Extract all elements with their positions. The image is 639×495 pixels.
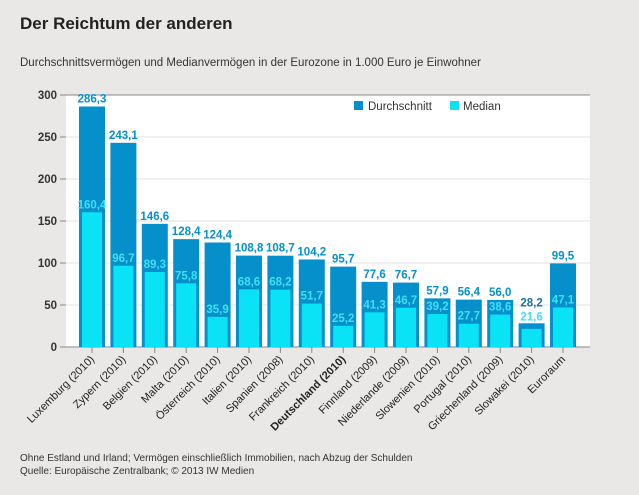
data-label-median: 68,2 [269,277,291,289]
bar-median [458,323,479,347]
data-label-median: 160,4 [78,199,107,211]
y-tick-label: 100 [38,258,57,270]
bar-median [270,289,291,347]
legend-swatch-median [450,101,459,110]
data-label-durchschnitt: 99,5 [552,250,575,262]
data-label-durchschnitt: 124,4 [203,230,232,242]
data-label-durchschnitt: 28,2 [520,297,542,309]
data-label-durchschnitt: 286,3 [78,94,107,106]
bar-median [176,283,197,347]
chart-title: Der Reichtum der anderen [20,14,233,33]
source: Quelle: Europäische Zentralbank; © 2013 … [20,466,255,477]
data-label-durchschnitt: 243,1 [109,130,138,142]
legend-label-median: Median [463,101,501,113]
bar-median [239,289,259,347]
bar-median [364,312,385,347]
bar-median [82,212,102,347]
data-label-median: 39,2 [426,301,448,313]
bar-median [144,271,165,347]
legend-swatch-durchschnitt [354,101,363,110]
data-label-durchschnitt: 108,7 [266,243,295,255]
data-label-median: 96,7 [112,253,134,265]
y-tick-label: 250 [38,132,57,144]
data-label-median: 47,1 [552,294,575,306]
bar-median [113,265,134,347]
y-tick-label: 0 [51,342,57,354]
data-label-median: 75,8 [175,270,198,282]
bar-median [553,307,573,347]
data-label-durchschnitt: 76,7 [395,270,417,282]
bar-median [207,316,228,347]
data-label-median: 68,6 [238,276,260,288]
y-tick-label: 50 [44,300,57,312]
data-label-median: 25,2 [332,313,354,325]
data-label-durchschnitt: 57,9 [426,285,448,297]
bar-median [490,314,511,347]
data-label-durchschnitt: 146,6 [140,211,169,223]
bar-median [521,328,542,347]
data-label-median: 27,7 [458,311,480,323]
data-label-median: 89,3 [144,259,166,271]
data-label-durchschnitt: 104,2 [297,246,326,258]
chart-subtitle: Durchschnittsvermögen und Medianvermögen… [20,57,481,69]
bar-median [427,314,448,347]
bar-median [301,303,322,347]
data-label-median: 21,6 [520,311,542,323]
data-label-median: 46,7 [395,295,417,307]
data-label-median: 35,9 [206,304,228,316]
bar-median [333,325,354,347]
footnote: Ohne Estland und Irland; Vermögen einsch… [20,453,413,464]
data-label-durchschnitt: 56,0 [489,287,511,299]
legend-label-durchschnitt: Durchschnitt [368,101,433,113]
y-tick-label: 150 [38,216,57,228]
data-label-durchschnitt: 128,4 [172,226,201,238]
bar-median [396,307,416,347]
data-label-durchschnitt: 77,6 [363,269,385,281]
data-label-median: 38,6 [489,302,511,314]
y-tick-label: 300 [38,90,57,102]
data-label-durchschnitt: 108,8 [235,243,264,255]
data-label-durchschnitt: 56,4 [458,287,481,299]
data-label-durchschnitt: 95,7 [332,254,354,266]
x-tick-label: Belgien (2010) [101,354,160,413]
y-tick-label: 200 [38,174,57,186]
data-label-median: 51,7 [301,291,323,303]
data-label-median: 41,3 [363,299,385,311]
